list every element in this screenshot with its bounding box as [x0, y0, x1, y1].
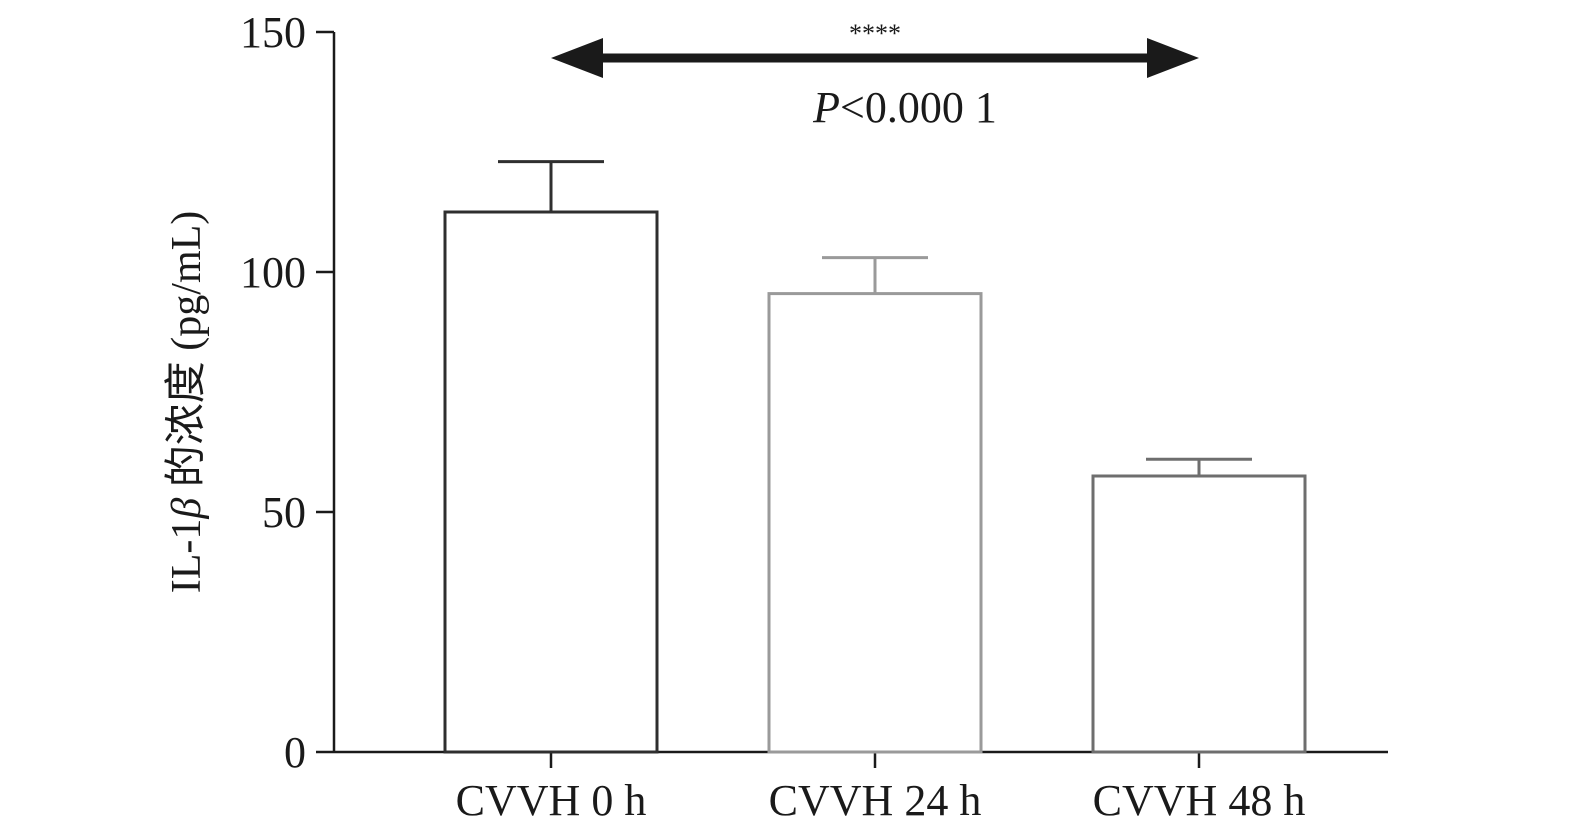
y-tick-label: 100: [240, 248, 306, 297]
bar: [443, 210, 659, 754]
x-category-label: CVVH 24 h: [769, 776, 982, 825]
significance-stars: ****: [849, 19, 901, 48]
y-tick-label: 50: [262, 488, 306, 537]
y-tick-label: 150: [240, 8, 306, 57]
significance-arrow-left-head: [551, 38, 603, 78]
bar: [1091, 474, 1307, 754]
p-value-label: P<0.000 1: [812, 83, 997, 132]
y-axis-label: IL-1β 的浓度 (pg/mL): [164, 211, 210, 594]
y-tick-label: 0: [284, 728, 306, 777]
significance-arrow-right-head: [1147, 38, 1199, 78]
x-category-label: CVVH 0 h: [456, 776, 647, 825]
bar: [767, 292, 983, 754]
x-category-label: CVVH 48 h: [1093, 776, 1306, 825]
